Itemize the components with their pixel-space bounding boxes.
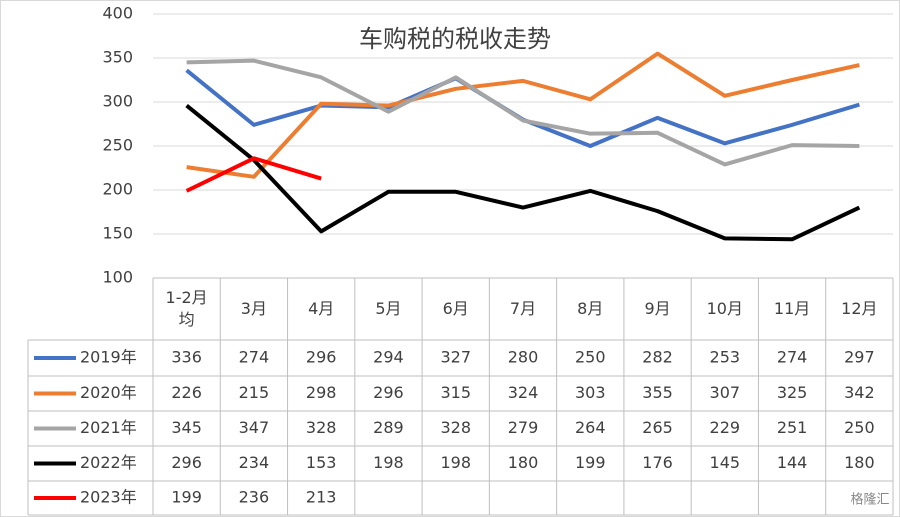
table-value: 176: [642, 453, 673, 472]
table-value: 280: [508, 348, 539, 367]
table-value: 215: [239, 383, 270, 402]
table-value: 347: [239, 418, 270, 437]
table-value: 250: [844, 418, 875, 437]
table-value: 315: [440, 383, 471, 402]
y-tick-label: 100: [102, 268, 133, 287]
table-value: 198: [373, 453, 404, 472]
table-value: 145: [710, 453, 741, 472]
table-value: 294: [373, 348, 404, 367]
x-tick-text: 8月: [577, 299, 604, 318]
x-tick-label: 8月: [557, 278, 624, 340]
table-value: 325: [777, 383, 808, 402]
y-tick-label: 200: [102, 180, 133, 199]
table-value: 307: [710, 383, 741, 402]
x-tick-text: 6月: [442, 299, 469, 318]
table-value: 198: [440, 453, 471, 472]
table-value: 229: [710, 418, 741, 437]
table-value: 297: [844, 348, 875, 367]
table-value: 226: [171, 383, 202, 402]
x-tick-text: 4月: [308, 299, 335, 318]
table-value: 345: [171, 418, 202, 437]
x-tick-label: 11月: [758, 278, 825, 340]
legend-label: 2023年: [80, 488, 137, 507]
table-value: 153: [306, 453, 337, 472]
x-tick-label: 6月: [422, 278, 489, 340]
x-tick-text: 9月: [644, 299, 671, 318]
table-value: 250: [575, 348, 606, 367]
table-value: 296: [306, 348, 337, 367]
x-tick-text: 5月: [375, 299, 402, 318]
legend-label: 2019年: [80, 348, 137, 367]
table-value: 298: [306, 383, 337, 402]
table-value: 144: [777, 453, 808, 472]
series-line: [185, 103, 861, 242]
x-tick-text: 10月: [706, 299, 743, 318]
x-tick-text: 12月: [841, 299, 878, 318]
x-tick-text: 3月: [240, 299, 267, 318]
x-tick-label: 1-2月均: [153, 278, 220, 340]
legend-label: 2022年: [80, 453, 137, 472]
table-value: 253: [710, 348, 741, 367]
y-tick-label: 350: [102, 48, 133, 67]
table-value: 199: [171, 488, 202, 507]
table-value: 355: [642, 383, 673, 402]
watermark: 格隆汇: [850, 492, 889, 508]
table-value: 328: [306, 418, 337, 437]
table-value: 274: [777, 348, 808, 367]
table-value: 296: [171, 453, 202, 472]
series-line: [186, 58, 860, 167]
x-tick-label: 10月: [691, 278, 758, 340]
legend-label: 2021年: [80, 418, 137, 437]
legend-label: 2020年: [80, 383, 137, 402]
table-value: 234: [239, 453, 270, 472]
x-tick-label: 5月: [355, 278, 422, 340]
table-value: 274: [239, 348, 270, 367]
x-tick-label: 12月: [826, 278, 893, 340]
table-value: 279: [508, 418, 539, 437]
table-value: 336: [171, 348, 202, 367]
x-tick-text: 1-2月均: [165, 288, 208, 329]
table-value: 180: [844, 453, 875, 472]
table-value: 342: [844, 383, 875, 402]
x-tick-text: 11月: [773, 299, 811, 318]
y-tick-label: 250: [102, 136, 133, 155]
series-line: [185, 156, 322, 193]
table-value: 328: [440, 418, 471, 437]
table-value: 236: [239, 488, 270, 507]
table-value: 251: [777, 418, 808, 437]
x-tick-label: 3月: [220, 278, 287, 340]
table-value: 265: [642, 418, 673, 437]
x-tick-label: 9月: [624, 278, 691, 340]
y-tick-label: 150: [102, 224, 133, 243]
table-value: 296: [373, 383, 404, 402]
series-line: [186, 51, 860, 179]
table-value: 264: [575, 418, 606, 437]
x-tick-label: 4月: [288, 278, 355, 340]
table-value: 282: [642, 348, 673, 367]
x-tick-text: 7月: [509, 299, 537, 318]
table-value: 199: [575, 453, 606, 472]
table-value: 180: [508, 453, 539, 472]
table-value: 213: [306, 488, 337, 507]
table-value: 327: [440, 348, 471, 367]
table-value: 289: [373, 418, 404, 437]
x-tick-label: 7月: [489, 278, 556, 340]
table-value: 303: [575, 383, 606, 402]
y-tick-label: 300: [102, 92, 133, 111]
chart-title: 车购税的税收走势: [359, 25, 551, 53]
table-value: 324: [508, 383, 539, 402]
y-tick-label: 400: [102, 4, 133, 23]
